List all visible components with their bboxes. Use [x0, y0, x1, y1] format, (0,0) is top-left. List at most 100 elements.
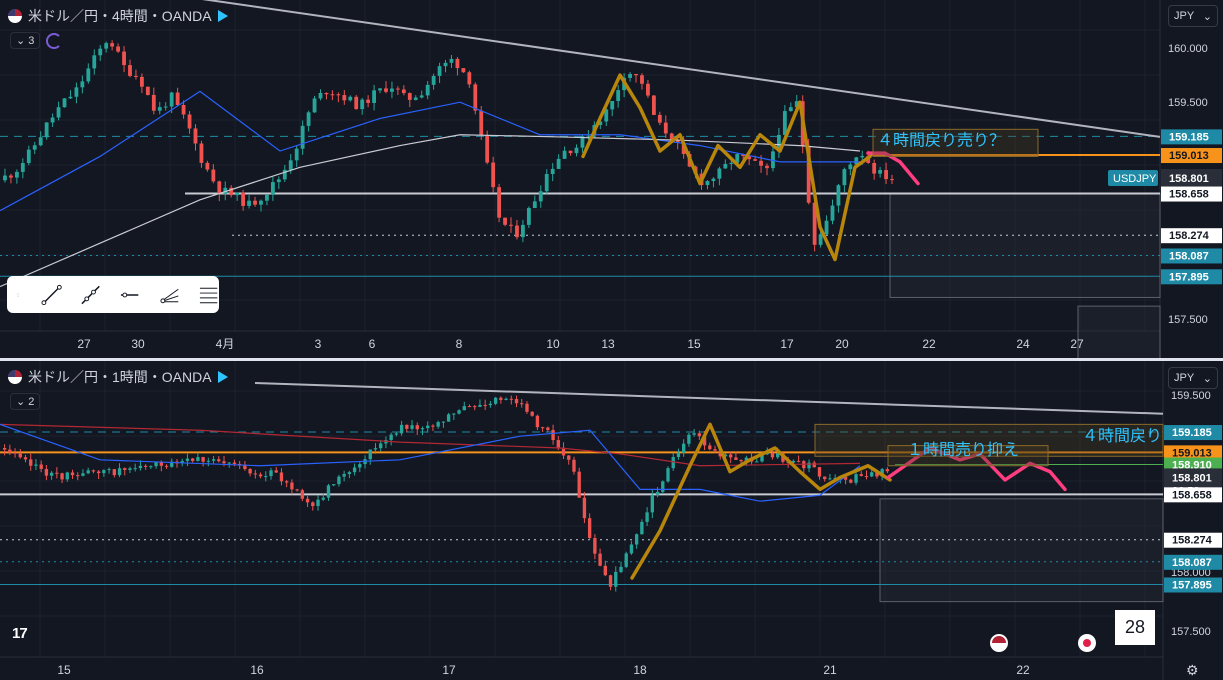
- chart-4h-canvas[interactable]: ４時間戻り売り？ 160.000 159.500 157.500 159.185 159.…: [0, 0, 1223, 358]
- candle-body: [842, 169, 847, 186]
- candle-body: [666, 468, 670, 482]
- flag-mark-icon[interactable]: [217, 10, 228, 22]
- candle-body: [849, 479, 853, 483]
- candle-body: [467, 406, 472, 408]
- chart-pane-4h[interactable]: ４時間戻り売り？ 160.000 159.500 157.500 159.185 159.…: [0, 0, 1223, 358]
- candle-body: [437, 66, 442, 76]
- candle-body: [629, 544, 634, 554]
- currency-select[interactable]: JPY ⌄: [1168, 5, 1218, 27]
- price-tag: [1164, 554, 1222, 570]
- candle-body: [227, 462, 231, 464]
- candle-body: [65, 472, 69, 480]
- candle-body: [520, 403, 524, 405]
- candle-body: [452, 413, 456, 415]
- indicator-row-1h: ⌄ 2: [10, 393, 41, 410]
- candle-body: [860, 155, 865, 158]
- candle-body: [8, 449, 12, 453]
- candle-body: [342, 95, 347, 101]
- candle-body: [574, 147, 579, 154]
- candle-body: [782, 111, 787, 135]
- candle-body: [332, 484, 336, 486]
- price-tag-label: 158.274: [1172, 535, 1213, 547]
- x-tick-label: 13: [601, 337, 615, 351]
- candle-body: [509, 398, 513, 400]
- candle-body: [655, 491, 660, 495]
- candle-body: [747, 156, 752, 160]
- indicators-toggle-button[interactable]: ⌄ 2: [10, 393, 41, 410]
- x-tick-label: 16: [250, 663, 264, 677]
- price-tag-label: 158.658: [1169, 189, 1209, 201]
- pane-divider[interactable]: [0, 358, 1223, 361]
- candle-body: [556, 440, 560, 448]
- candle-body: [368, 449, 372, 460]
- candle-body: [770, 453, 775, 458]
- gear-icon[interactable]: ⚙: [1186, 662, 1199, 678]
- candle-body: [425, 84, 430, 96]
- candle-body: [274, 470, 278, 473]
- candle-body: [193, 128, 198, 144]
- support-zone-box: [889, 192, 1161, 298]
- candle-body: [253, 200, 257, 205]
- drag-handle-icon[interactable]: [17, 284, 23, 306]
- candle-body: [640, 521, 644, 535]
- candle-body: [491, 162, 496, 188]
- ray-tool-icon[interactable]: [80, 284, 101, 306]
- candle-body: [55, 472, 59, 474]
- candle-body: [824, 220, 829, 235]
- candle-body: [81, 473, 85, 476]
- candle-body: [446, 414, 451, 422]
- candle-body: [473, 84, 478, 111]
- projected-path: [886, 446, 1067, 492]
- candle-body: [26, 149, 31, 164]
- support-zone-box: [1077, 305, 1161, 358]
- descending-trendline: [201, 0, 1161, 138]
- candle-body: [598, 553, 602, 566]
- chart-legend-1h: 米ドル／円・1時間・OANDA: [8, 367, 228, 387]
- y-tick-label: 158.000: [1171, 567, 1211, 579]
- tradingview-logo[interactable]: 17: [12, 625, 28, 642]
- candle-body: [878, 170, 883, 174]
- candle-body: [337, 476, 341, 485]
- candle-body: [116, 46, 120, 52]
- candle-body: [318, 92, 323, 99]
- candle-body: [532, 201, 537, 209]
- candle-body: [561, 447, 566, 456]
- symbol-label: USDJPY: [1113, 173, 1157, 185]
- candle-body: [823, 476, 827, 480]
- indicators-toggle-button[interactable]: ⌄ 3: [10, 32, 41, 49]
- candle-body: [535, 415, 540, 428]
- fib-fan-tool-icon[interactable]: [159, 284, 180, 306]
- candle-body: [760, 454, 764, 462]
- candle-body: [420, 428, 425, 430]
- candle-body: [96, 471, 101, 474]
- flag-mark-icon[interactable]: [217, 371, 228, 383]
- candle-body: [164, 465, 169, 467]
- candle-body: [395, 88, 400, 90]
- candle-body: [708, 445, 712, 450]
- candle-body: [23, 457, 28, 460]
- candle-body: [372, 90, 376, 103]
- price-tag-label: 157.895: [1172, 580, 1212, 592]
- candle-body: [384, 88, 388, 92]
- fib-retracement-tool-icon[interactable]: [198, 284, 219, 306]
- candle-body: [870, 472, 874, 477]
- candle-body: [735, 154, 740, 163]
- jp-economic-event-icon[interactable]: [1078, 634, 1096, 652]
- candle-body: [577, 471, 581, 498]
- candle-body: [60, 473, 64, 480]
- candle-body: [373, 448, 378, 450]
- horizontal-line-tool-icon[interactable]: [119, 284, 140, 306]
- candle-body: [151, 94, 156, 111]
- moving-average-fast: [0, 90, 860, 212]
- candle-body: [70, 472, 75, 476]
- candle-body: [222, 461, 226, 464]
- us-economic-event-icon[interactable]: [990, 634, 1008, 652]
- chart-1h-canvas[interactable]: ４時間戻り １時間売り抑え 159.500 158.000 157.500 159.185…: [0, 361, 1223, 680]
- candle-body: [169, 92, 174, 107]
- candle-body: [864, 475, 869, 477]
- currency-select[interactable]: JPY ⌄: [1168, 367, 1218, 389]
- trend-line-tool-icon[interactable]: [41, 284, 62, 306]
- chart-pane-1h[interactable]: ４時間戻り １時間売り抑え 159.500 158.000 157.500 159.185…: [0, 361, 1223, 680]
- candle-body: [497, 187, 502, 218]
- candle-body: [443, 62, 448, 67]
